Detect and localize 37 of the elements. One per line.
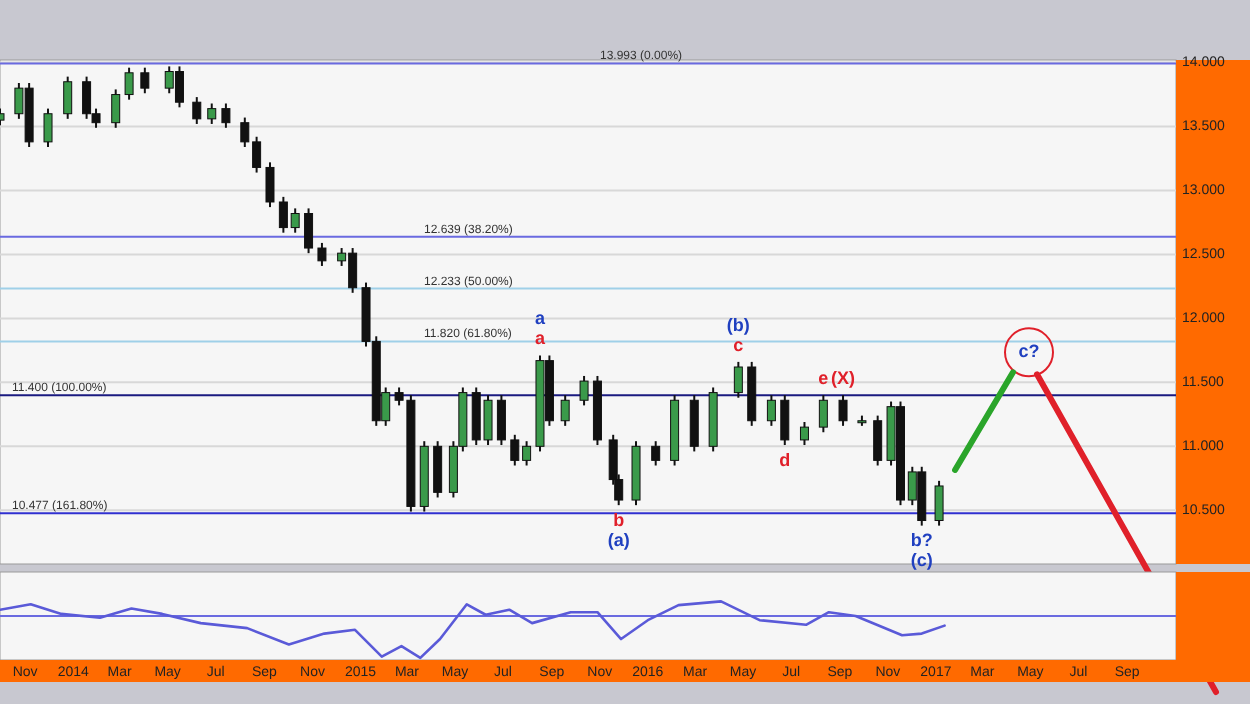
annotation: b xyxy=(613,509,626,530)
annotation: e xyxy=(818,367,829,388)
annotation: (c) xyxy=(910,550,933,571)
candlestick xyxy=(579,374,589,407)
candlestick xyxy=(689,394,699,453)
annotation: a xyxy=(534,328,547,349)
candlestick xyxy=(192,96,202,125)
annotation: d xyxy=(779,449,791,470)
candlestick xyxy=(873,414,883,467)
candlestick xyxy=(651,440,661,467)
candlestick xyxy=(733,360,743,399)
candlestick xyxy=(140,66,150,95)
candlestick xyxy=(838,394,848,427)
candlestick xyxy=(43,107,53,148)
annotation: (b) xyxy=(726,314,750,335)
annotation: (X) xyxy=(831,367,856,388)
annotation: a xyxy=(534,308,547,329)
candlestick xyxy=(207,102,217,125)
candlestick xyxy=(111,88,121,129)
candlestick xyxy=(265,161,275,209)
candlestick xyxy=(496,394,506,447)
candlestick xyxy=(63,75,73,120)
annotation: b? xyxy=(910,530,933,551)
candlestick xyxy=(766,394,776,427)
candlestick xyxy=(818,394,828,434)
candlestick xyxy=(433,440,443,499)
candlestick xyxy=(934,479,944,527)
annotation: c xyxy=(733,334,744,355)
annotation: c? xyxy=(1018,341,1040,362)
candlestick xyxy=(317,241,327,267)
candlestick xyxy=(304,207,314,255)
candlestick xyxy=(124,66,134,101)
candlestick xyxy=(799,421,809,447)
candlestick xyxy=(780,394,790,447)
candlestick xyxy=(560,394,570,427)
annotation: (a) xyxy=(607,529,630,550)
candlestick xyxy=(221,102,231,129)
